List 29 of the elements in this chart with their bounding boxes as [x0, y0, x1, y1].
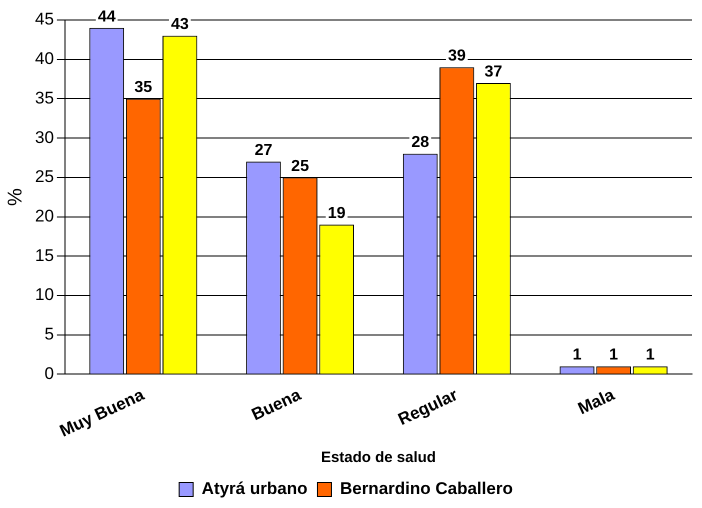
legend-label: Atyrá urbano [202, 479, 308, 498]
y-tick-label: 30 [34, 128, 54, 147]
data-label: 39 [448, 48, 466, 65]
y-tick-label: 45 [34, 10, 54, 29]
y-tick-label: 15 [34, 246, 54, 265]
x-tick-label: Buena [248, 384, 304, 424]
y-axis-title: % [4, 188, 27, 206]
y-tick-label: 20 [34, 206, 54, 226]
y-tick-label: 5 [44, 324, 54, 344]
data-label: 37 [484, 63, 502, 80]
data-label: 1 [572, 346, 582, 364]
data-label: 44 [98, 8, 116, 26]
data-label: 1 [609, 346, 618, 364]
y-tick-label: 0 [44, 364, 54, 383]
y-tick-label: 35 [34, 88, 54, 108]
y-tick-label: 10 [34, 285, 54, 304]
data-label: 28 [411, 134, 430, 152]
x-axis-title: Estado de salud [320, 449, 436, 466]
data-label: 35 [134, 79, 152, 96]
y-tick-label: 25 [34, 167, 54, 186]
data-label: 1 [646, 346, 655, 364]
data-label: 19 [328, 205, 346, 222]
y-tick-label: 40 [34, 49, 54, 68]
legend-label: Bernardino Caballero [340, 479, 513, 498]
data-label: 27 [254, 142, 272, 160]
x-tick-label: Mala [575, 384, 618, 418]
data-label: 25 [291, 158, 310, 175]
data-label: 43 [170, 16, 189, 34]
x-tick-label: Muy Buena [56, 384, 148, 441]
